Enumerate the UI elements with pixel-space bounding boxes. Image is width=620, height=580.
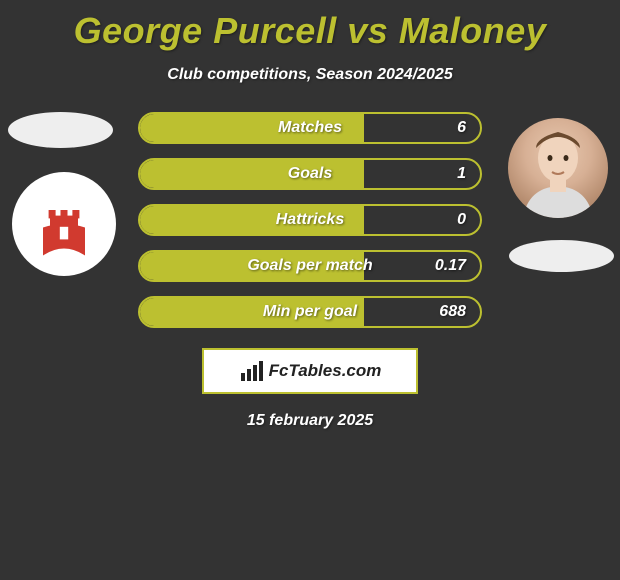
- stat-label: Min per goal: [140, 303, 480, 321]
- club-tower-icon: [29, 189, 99, 259]
- stat-value: 1: [457, 165, 466, 183]
- stat-label: Goals per match: [140, 257, 480, 275]
- source-logo-text: FcTables.com: [269, 361, 382, 381]
- page-title: George Purcell vs Maloney: [0, 0, 620, 52]
- stat-row: Min per goal 688: [138, 296, 482, 328]
- date-label: 15 february 2025: [0, 412, 620, 430]
- source-logo-box: FcTables.com: [202, 348, 418, 394]
- stat-label: Matches: [140, 119, 480, 137]
- stat-label: Hattricks: [140, 211, 480, 229]
- subtitle: Club competitions, Season 2024/2025: [0, 66, 620, 84]
- stat-value: 0: [457, 211, 466, 229]
- stat-row: Matches 6: [138, 112, 482, 144]
- player-right-shadow: [509, 240, 614, 272]
- stat-value: 0.17: [435, 257, 466, 275]
- player-left-club-logo: [12, 172, 116, 276]
- stats-list: Matches 6 Goals 1 Hattricks 0 Goals per …: [138, 112, 482, 342]
- bar-chart-icon: [239, 359, 263, 383]
- stat-row: Goals per match 0.17: [138, 250, 482, 282]
- stat-row: Hattricks 0: [138, 204, 482, 236]
- stat-label: Goals: [140, 165, 480, 183]
- player-left-shadow: [8, 112, 113, 148]
- avatar-icon: [508, 118, 608, 218]
- stat-row: Goals 1: [138, 158, 482, 190]
- stat-value: 688: [439, 303, 466, 321]
- stat-value: 6: [457, 119, 466, 137]
- player-right-photo: [508, 118, 608, 218]
